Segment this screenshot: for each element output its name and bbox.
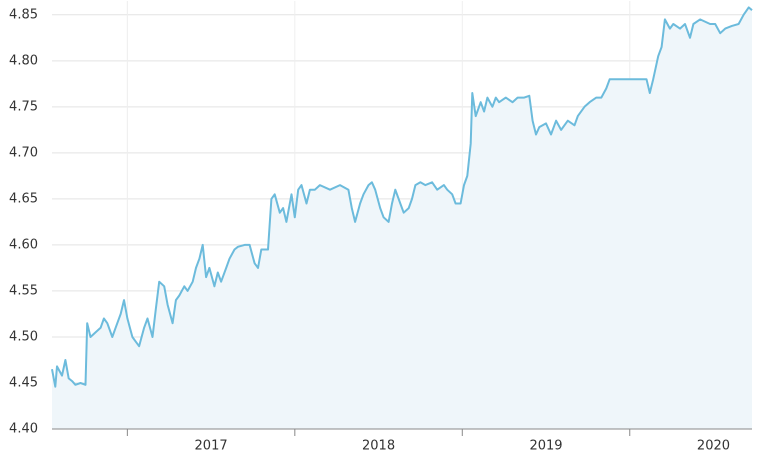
y-tick-label: 4.80 (9, 53, 38, 68)
y-tick-label: 4.40 (9, 422, 38, 437)
y-tick-label: 4.55 (9, 283, 38, 298)
y-tick-label: 4.65 (9, 191, 38, 206)
y-tick-label: 4.70 (9, 145, 38, 160)
line (51, 6, 753, 388)
x-tick-label: 2017 (195, 439, 228, 454)
y-tick-label: 4.75 (9, 99, 38, 114)
y-tick-label: 4.85 (9, 7, 38, 22)
x-tick-label: 2020 (697, 439, 730, 454)
x-tick-label: 2018 (362, 439, 395, 454)
area-fill (52, 7, 752, 430)
x-tick-label: 2019 (529, 439, 562, 454)
y-tick-label: 4.60 (9, 237, 38, 252)
y-tick-label: 4.50 (9, 329, 38, 344)
y-tick-label: 4.45 (9, 375, 38, 390)
